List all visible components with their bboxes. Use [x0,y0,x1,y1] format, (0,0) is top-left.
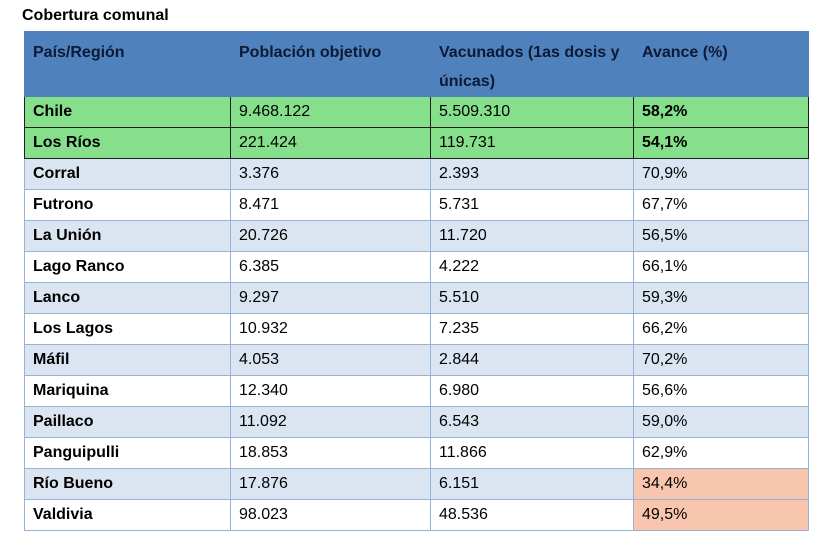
header-avance: Avance (%) [633,31,809,97]
cell-region: Mariquina [24,375,231,407]
cell-avance: 66,1% [633,251,809,283]
table-row: Máfil 4.053 2.844 70,2% [24,344,809,376]
table-row: Futrono 8.471 5.731 67,7% [24,189,809,221]
cell-avance: 70,2% [633,344,809,376]
cell-poblacion: 3.376 [230,158,431,190]
cell-vacunados: 6.543 [430,406,634,438]
table-row: Panguipulli 18.853 11.866 62,9% [24,437,809,469]
table-body: Chile 9.468.122 5.509.310 58,2% Los Ríos 221.… [24,96,809,531]
cell-avance: 62,9% [633,437,809,469]
cell-avance: 70,9% [633,158,809,190]
cell-vacunados: 2.844 [430,344,634,376]
cell-vacunados: 6.151 [430,468,634,500]
table-row: Lanco 9.297 5.510 59,3% [24,282,809,314]
table-row: Río Bueno 17.876 6.151 34,4% [24,468,809,500]
cell-vacunados: 11.866 [430,437,634,469]
cell-region: Corral [24,158,231,190]
cell-poblacion: 98.023 [230,499,431,531]
cell-avance: 56,6% [633,375,809,407]
cell-vacunados: 5.509.310 [430,96,634,128]
table-row: Valdivia 98.023 48.536 49,5% [24,499,809,531]
cell-avance: 56,5% [633,220,809,252]
cell-region: Lago Ranco [24,251,231,283]
cell-poblacion: 17.876 [230,468,431,500]
cell-region: Chile [24,96,231,128]
cell-poblacion: 9.468.122 [230,96,431,128]
cell-poblacion: 10.932 [230,313,431,345]
cell-poblacion: 20.726 [230,220,431,252]
cell-region: La Unión [24,220,231,252]
cell-vacunados: 4.222 [430,251,634,283]
cell-avance: 34,4% [633,468,809,500]
cell-region: Valdivia [24,499,231,531]
table-row: Los Lagos 10.932 7.235 66,2% [24,313,809,345]
cell-poblacion: 18.853 [230,437,431,469]
cell-poblacion: 12.340 [230,375,431,407]
cell-poblacion: 11.092 [230,406,431,438]
table-row: Lago Ranco 6.385 4.222 66,1% [24,251,809,283]
cell-vacunados: 2.393 [430,158,634,190]
cell-region: Lanco [24,282,231,314]
cell-vacunados: 48.536 [430,499,634,531]
cell-vacunados: 119.731 [430,127,634,159]
cell-region: Los Lagos [24,313,231,345]
cell-avance: 59,0% [633,406,809,438]
table-row: Paillaco 11.092 6.543 59,0% [24,406,809,438]
header-region: País/Región [24,31,231,97]
cell-poblacion: 9.297 [230,282,431,314]
cell-vacunados: 6.980 [430,375,634,407]
cell-avance: 66,2% [633,313,809,345]
cell-poblacion: 4.053 [230,344,431,376]
table-row: Los Ríos 221.424 119.731 54,1% [24,127,809,159]
cell-region: Río Bueno [24,468,231,500]
header-row: País/Región Población objetivo Vacunados… [24,31,809,97]
cell-region: Paillaco [24,406,231,438]
table-row: Chile 9.468.122 5.509.310 58,2% [24,96,809,128]
cell-avance: 58,2% [633,96,809,128]
cell-poblacion: 8.471 [230,189,431,221]
table-row: Corral 3.376 2.393 70,9% [24,158,809,190]
header-vacunados: Vacunados (1as dosis y únicas) [430,31,634,97]
header-poblacion: Población objetivo [230,31,431,97]
cell-poblacion: 221.424 [230,127,431,159]
cell-avance: 67,7% [633,189,809,221]
cell-poblacion: 6.385 [230,251,431,283]
cell-vacunados: 5.731 [430,189,634,221]
cell-avance: 59,3% [633,282,809,314]
cell-avance: 54,1% [633,127,809,159]
coverage-table: País/Región Población objetivo Vacunados… [24,31,809,531]
cell-vacunados: 11.720 [430,220,634,252]
table-row: Mariquina 12.340 6.980 56,6% [24,375,809,407]
cell-vacunados: 5.510 [430,282,634,314]
cell-region: Futrono [24,189,231,221]
table-row: La Unión 20.726 11.720 56,5% [24,220,809,252]
cell-region: Panguipulli [24,437,231,469]
cell-vacunados: 7.235 [430,313,634,345]
cell-region: Máfil [24,344,231,376]
cell-region: Los Ríos [24,127,231,159]
cell-avance: 49,5% [633,499,809,531]
table-caption: Cobertura comunal [22,7,169,24]
